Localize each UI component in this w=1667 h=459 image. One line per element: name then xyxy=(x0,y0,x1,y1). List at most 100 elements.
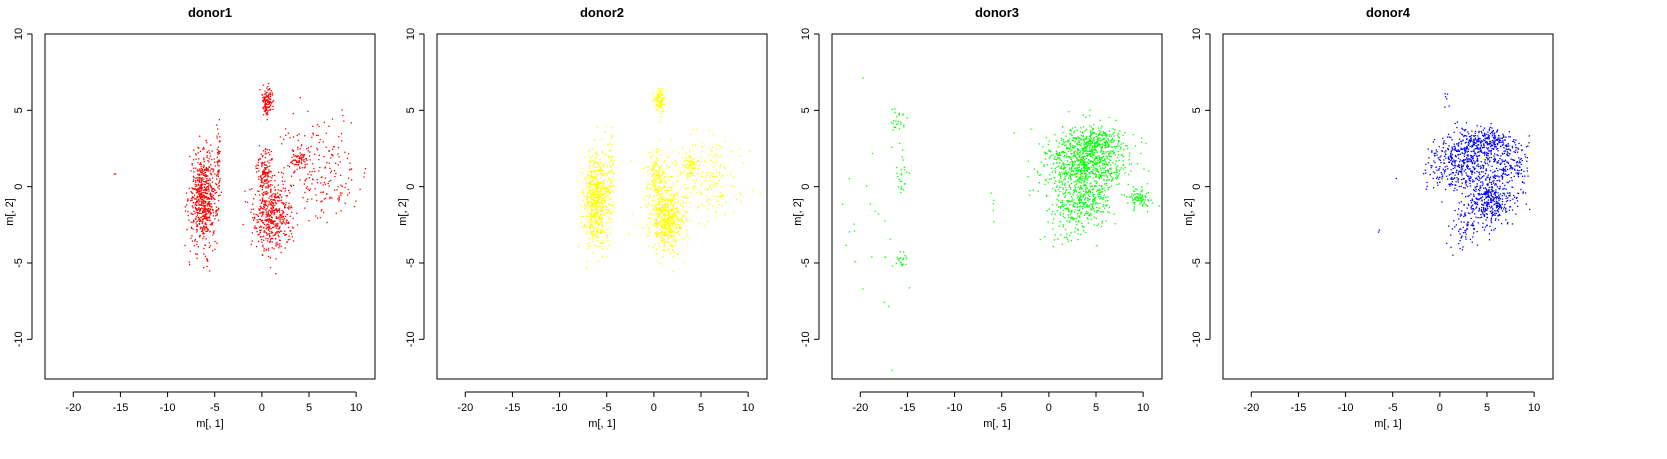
panel-title: donor2 xyxy=(580,5,624,20)
scatter-point xyxy=(1140,196,1142,198)
scatter-point xyxy=(742,162,744,164)
scatter-point xyxy=(1116,156,1119,159)
scatter-point xyxy=(195,198,197,200)
scatter-point xyxy=(263,235,265,237)
scatter-point xyxy=(267,171,269,173)
scatter-point xyxy=(1090,208,1092,210)
scatter-point xyxy=(207,229,209,231)
scatter-point xyxy=(598,163,600,165)
scatter-point xyxy=(1076,152,1078,154)
scatter-point xyxy=(595,235,597,237)
scatter-point xyxy=(1110,146,1112,148)
scatter-point xyxy=(664,209,666,211)
scatter-point xyxy=(1081,211,1083,213)
scatter-point xyxy=(1082,184,1084,186)
scatter-point xyxy=(311,170,313,173)
scatter-point xyxy=(1115,169,1118,172)
scatter-point xyxy=(587,204,589,206)
scatter-point xyxy=(197,146,199,149)
scatter-point xyxy=(1077,180,1079,182)
scatter-point xyxy=(209,205,211,208)
scatter-point xyxy=(199,190,201,192)
scatter-point xyxy=(204,191,206,194)
scatter-point xyxy=(674,236,676,238)
scatter-point xyxy=(1085,187,1087,189)
scatter-point xyxy=(198,212,200,214)
scatter-point xyxy=(1063,193,1065,195)
scatter-point xyxy=(1064,151,1066,153)
scatter-point xyxy=(1113,131,1115,134)
scatter-point xyxy=(677,230,680,232)
scatter-point xyxy=(272,211,274,213)
scatter-point xyxy=(657,97,659,100)
scatter-point xyxy=(1053,239,1056,241)
scatter-point xyxy=(1111,180,1113,182)
scatter-point xyxy=(265,164,267,166)
scatter-point xyxy=(1097,134,1100,137)
scatter-point xyxy=(255,167,257,170)
scatter-point xyxy=(1106,134,1108,136)
scatter-point xyxy=(273,223,275,225)
scatter-point xyxy=(290,161,292,163)
scatter-point xyxy=(1071,162,1073,165)
scatter-point xyxy=(1116,184,1118,186)
scatter-point xyxy=(1079,205,1081,207)
scatter-point xyxy=(211,190,213,192)
scatter-point xyxy=(197,190,199,193)
scatter-point xyxy=(1080,212,1082,214)
scatter-point xyxy=(1077,221,1080,223)
scatter-point xyxy=(275,202,277,204)
scatter-point xyxy=(275,223,277,225)
scatter-point xyxy=(1069,173,1071,175)
scatter-point xyxy=(1092,177,1094,179)
scatter-point xyxy=(1104,143,1106,145)
scatter-point xyxy=(1139,196,1141,198)
scatter-point xyxy=(325,197,327,199)
scatter-point xyxy=(319,138,321,141)
scatter-point xyxy=(270,108,272,110)
scatter-point xyxy=(314,188,316,190)
scatter-point xyxy=(1090,209,1092,211)
scatter-point xyxy=(259,175,262,177)
scatter-point xyxy=(1141,190,1143,192)
scatter-point xyxy=(271,198,273,201)
scatter-point xyxy=(687,167,689,169)
scatter-point xyxy=(658,182,660,184)
scatter-point xyxy=(1091,154,1094,156)
scatter-point xyxy=(1095,167,1097,169)
scatter-point xyxy=(1046,195,1048,197)
scatter-point xyxy=(660,94,662,96)
scatter-point xyxy=(271,231,274,234)
scatter-point xyxy=(686,159,688,161)
scatter-point xyxy=(609,185,612,188)
scatter-point xyxy=(1085,162,1087,164)
scatter-point xyxy=(656,105,658,107)
scatter-point xyxy=(663,249,665,251)
scatter-point xyxy=(673,169,675,172)
scatter-point xyxy=(587,201,589,203)
scatter-point xyxy=(267,106,269,108)
plot-frame xyxy=(436,33,768,380)
scatter-point xyxy=(211,193,213,195)
scatter-point xyxy=(285,219,288,221)
scatter-point xyxy=(590,189,593,192)
scatter-point xyxy=(582,191,584,194)
scatter-point xyxy=(648,152,650,154)
scatter-point xyxy=(199,168,201,170)
scatter-point xyxy=(663,177,665,179)
scatter-point xyxy=(194,183,196,185)
scatter-point xyxy=(1098,184,1101,187)
scatter-point xyxy=(1078,205,1081,208)
scatter-point xyxy=(305,158,308,160)
scatter-point xyxy=(656,189,659,191)
scatter-point xyxy=(199,177,201,179)
scatter-point xyxy=(1091,185,1093,187)
scatter-point xyxy=(275,225,277,227)
scatter-point xyxy=(593,196,596,198)
scatter-point xyxy=(1099,159,1101,162)
scatter-point xyxy=(262,194,264,196)
scatter-point xyxy=(1078,155,1080,157)
scatter-point xyxy=(1102,178,1105,180)
scatter-point xyxy=(337,164,339,166)
